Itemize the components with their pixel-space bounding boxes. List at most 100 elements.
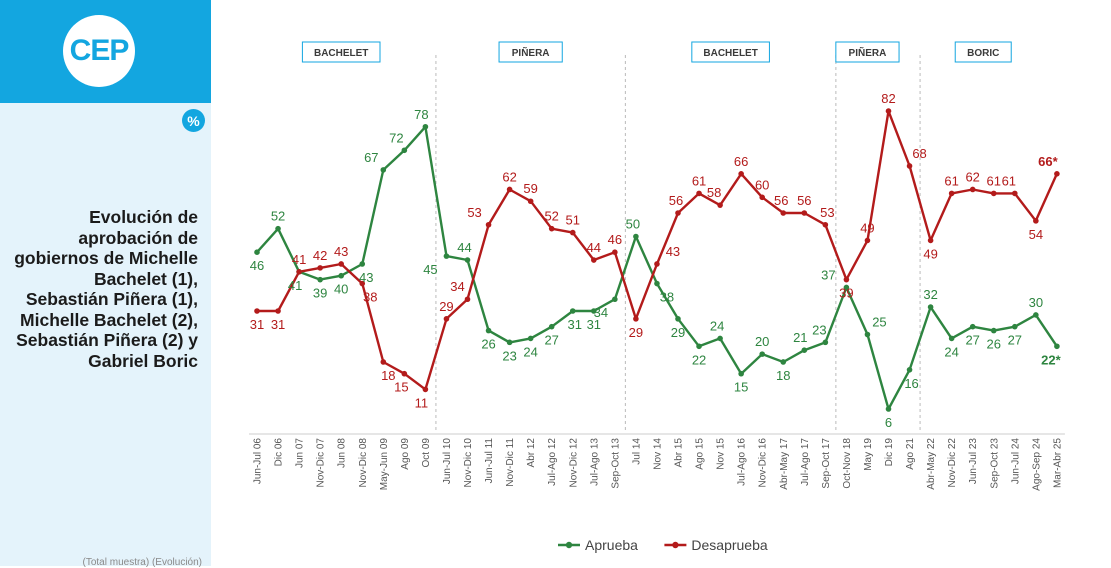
data-point: [527, 335, 534, 342]
data-point: [317, 276, 323, 283]
legend-marker: [565, 541, 573, 549]
sample-note: (Total muestra) (Evolución): [82, 557, 202, 568]
data-label: 27: [544, 333, 558, 348]
data-point: [717, 202, 723, 208]
data-label: 66*: [1038, 154, 1058, 169]
data-point: [275, 225, 281, 232]
x-tick-label: Jun-Jul 24: [1010, 438, 1021, 485]
x-tick-label: Oct 09: [421, 438, 432, 468]
data-label: 24: [710, 318, 724, 333]
data-label: 44: [457, 240, 471, 255]
data-label: 31: [587, 317, 601, 332]
data-point: [906, 367, 913, 373]
data-label: 52: [271, 209, 285, 224]
x-tick-label: Nov-Dic 07: [316, 438, 327, 488]
data-point: [569, 308, 576, 314]
data-label: 45: [423, 262, 437, 277]
data-point: [338, 261, 345, 267]
data-point: [443, 316, 450, 322]
data-label: 20: [755, 334, 769, 349]
data-label: 53: [820, 205, 834, 220]
data-point: [254, 249, 260, 255]
data-point: [401, 370, 408, 377]
x-tick-label: Nov-Dic 10: [463, 438, 474, 488]
x-tick-label: Dic 06: [274, 438, 285, 467]
data-point: [1012, 190, 1018, 197]
data-point: [843, 284, 850, 291]
x-tick-label: Jul-Ago 17: [800, 438, 811, 486]
data-label: 39: [313, 286, 327, 301]
data-point: [1054, 343, 1060, 350]
data-label: 37: [821, 267, 835, 282]
data-point: [506, 186, 513, 193]
sidebar: CEP % Evolución de aprobación de gobiern…: [0, 0, 211, 568]
x-tick-label: Nov 14: [652, 438, 663, 470]
period-label-box: [835, 41, 900, 63]
data-label: 49: [923, 246, 937, 261]
data-label: 61: [944, 173, 958, 188]
x-tick-label: Sep-Oct 23: [989, 438, 1000, 489]
data-label: 56: [797, 193, 811, 208]
data-point: [633, 316, 639, 322]
data-label: 23: [812, 322, 826, 337]
x-tick-label: Jun 07: [295, 438, 306, 468]
data-label: 23: [502, 348, 516, 363]
x-tick-label: Nov 15: [716, 438, 727, 470]
x-tick-label: Sep-Oct 13: [610, 438, 621, 489]
x-tick-label: Nov-Dic 08: [358, 438, 369, 488]
data-label: 72: [389, 130, 403, 145]
data-point: [780, 359, 787, 365]
data-point: [527, 198, 534, 205]
data-label: 67: [364, 150, 378, 165]
data-label: 32: [923, 287, 937, 302]
period-label: PIÑERA: [512, 46, 550, 59]
data-point: [675, 316, 681, 322]
x-tick-label: Jun-Jul 10: [442, 438, 453, 485]
series-points: [254, 108, 1060, 412]
data-point: [506, 339, 513, 346]
legend: Aprueba Desaprueba: [558, 537, 768, 553]
data-label: 42: [313, 248, 327, 263]
data-label: 58: [707, 185, 721, 200]
x-tick-label: Jul 14: [631, 438, 642, 465]
data-point: [864, 331, 871, 338]
x-tick-label: Jun-Jul 23: [968, 438, 979, 485]
data-label: 31: [250, 317, 264, 332]
data-point: [654, 261, 660, 267]
data-label: 41: [292, 252, 306, 267]
data-label: 51: [566, 213, 580, 228]
data-point: [1033, 312, 1039, 318]
data-point: [1033, 218, 1039, 224]
data-point: [969, 323, 976, 330]
data-label: 41: [288, 278, 302, 293]
data-point: [401, 147, 408, 154]
data-label: 56: [774, 193, 788, 208]
x-tick-label: Jun-Jul 11: [484, 438, 495, 484]
x-tick-label: Ago-Sep 24: [1031, 438, 1042, 491]
data-point: [822, 221, 829, 228]
data-label: 29: [439, 299, 453, 314]
x-tick-label: Nov-Dic 11: [505, 438, 516, 487]
chart-title: Evolución de aprobación de gobiernos de …: [14, 207, 198, 371]
data-point: [990, 190, 997, 197]
data-label: 24: [523, 344, 537, 359]
data-label: 29: [671, 325, 685, 340]
data-label: 43: [359, 270, 373, 285]
data-label: 52: [544, 209, 558, 224]
data-point: [338, 272, 345, 279]
period-label-box: [691, 41, 770, 63]
data-point: [485, 327, 492, 334]
data-point: [359, 280, 366, 287]
data-label: 39: [839, 286, 853, 301]
data-point: [548, 225, 555, 232]
data-label: 56: [669, 193, 683, 208]
data-point: [359, 261, 366, 267]
data-label: 60: [755, 177, 769, 192]
x-tick-label: May-Jun 09: [379, 438, 390, 491]
data-label: 18: [381, 368, 395, 383]
data-label: 50: [626, 217, 640, 232]
data-point: [380, 359, 387, 365]
x-tick-label: Abr 15: [674, 438, 685, 468]
percent-icon: %: [182, 109, 205, 132]
